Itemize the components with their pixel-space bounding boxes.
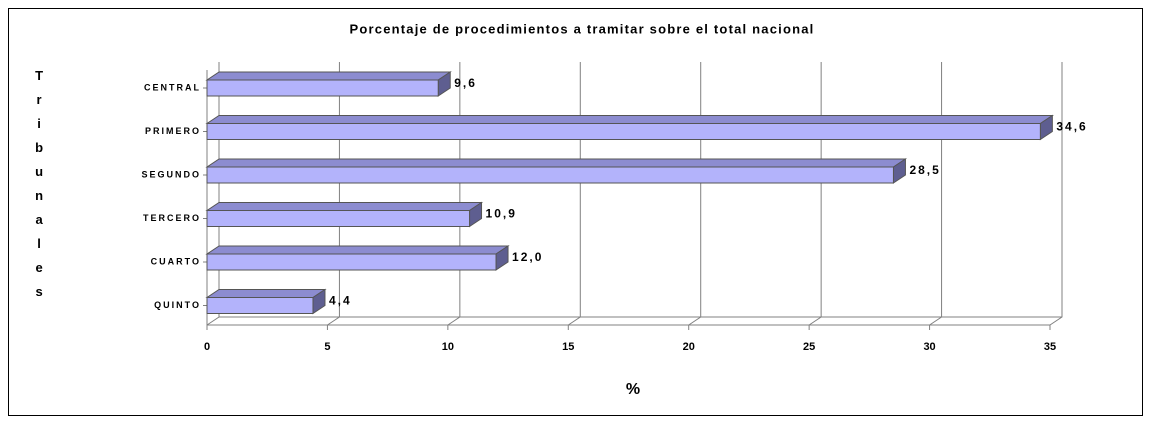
y-tick-label: CUARTO [151,256,201,266]
bar-top [205,245,510,255]
x-tick-label: 0 [204,341,210,353]
grid-line [568,62,581,326]
x-tick-label: 25 [803,341,815,353]
y-tick-label: TERCERO [143,213,201,223]
x-tick-label: 35 [1044,341,1056,353]
bar [206,210,471,227]
grid-line [1049,62,1063,326]
value-label: 12,0 [512,250,543,264]
y-tick-label: CENTRAL [144,82,201,92]
bar-top [205,115,1055,124]
grid-line [808,62,822,326]
y-tick-label: PRIMERO [145,126,201,136]
bar [206,297,314,314]
y-tick-label: SEGUNDO [141,169,201,179]
chart-border [8,8,1143,416]
grid-line [688,62,702,326]
value-label: 4,4 [329,294,352,308]
value-label: 10,9 [486,207,517,221]
y-tick-label: QUINTO [154,300,201,310]
grid-line [447,62,461,326]
x-tick-label: 15 [562,341,574,353]
x-axis-label: % [626,381,640,398]
x-tick-label: 10 [442,341,454,353]
x-tick-label: 30 [923,341,935,353]
chart-title: Porcentaje de procedimientos a tramitar … [350,21,815,36]
grid-line [206,62,220,326]
x-tick-label: 5 [324,341,330,353]
bar [206,123,1041,140]
bar-top [205,202,484,211]
grid-line [929,62,943,326]
bar [206,79,439,97]
bar [206,253,497,271]
bar-top [205,289,327,298]
bar-top [205,158,908,168]
value-label: 28,5 [909,163,940,177]
value-label: 34,6 [1056,120,1087,134]
bar [206,166,894,184]
y-axis-label: Tribunales [32,68,47,308]
bar-top [205,71,452,81]
x-tick-label: 20 [683,341,695,353]
value-label: 9,6 [454,76,477,90]
grid-line [327,62,340,326]
